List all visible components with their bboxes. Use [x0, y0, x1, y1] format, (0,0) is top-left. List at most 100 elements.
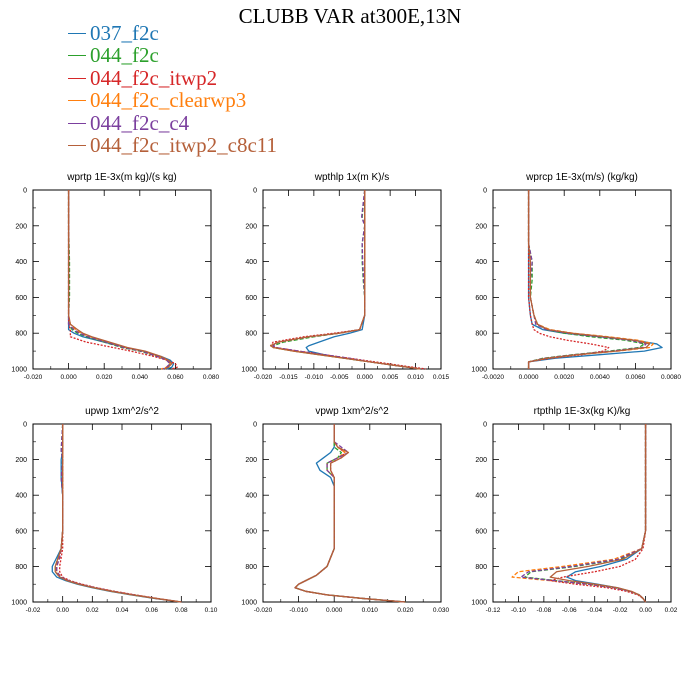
y-tick-label: 0: [483, 422, 487, 429]
series-line: [269, 190, 426, 370]
series-line: [294, 424, 406, 603]
panel-title: vpwp 1xm^2/s^2: [315, 406, 389, 417]
y-tick-label: 0: [23, 422, 27, 429]
y-tick-label: 1000: [241, 600, 257, 607]
chart-panel: vpwp 1xm^2/s^2 -0.020 -0.010 0.000 0.010 0.02…: [241, 406, 449, 614]
x-tick-label: 0.00: [639, 607, 652, 614]
y-tick-label: 1000: [471, 367, 487, 374]
y-tick-label: 600: [475, 528, 487, 535]
series-line: [566, 424, 647, 603]
x-tick-label: -0.08: [536, 607, 551, 614]
x-tick-label: 0.06: [145, 607, 158, 614]
chart-panel: rtpthlp 1E-3x(kg K)/kg -0.12 -0.10 -0.08 -0.…: [471, 406, 677, 614]
x-tick-label: -0.0020: [482, 374, 504, 381]
series-line: [67, 190, 171, 370]
y-tick-label: 600: [245, 295, 257, 302]
series-line: [520, 424, 647, 603]
y-tick-label: 600: [475, 295, 487, 302]
x-tick-label: 0.005: [382, 374, 399, 381]
panel-title: upwp 1xm^2/s^2: [85, 406, 159, 417]
series-line: [67, 190, 173, 370]
y-tick-label: 800: [15, 564, 27, 571]
panel-title: wprcp 1E-3x(m/s) (kg/kg): [525, 172, 638, 183]
x-tick-label: 0.030: [433, 607, 450, 614]
y-tick-label: 400: [475, 493, 487, 500]
series-line: [272, 189, 421, 370]
series-line: [294, 424, 406, 603]
y-tick-label: 0: [483, 188, 487, 195]
panel-frame: [492, 423, 672, 603]
legend-label: 044_f2c_c4: [90, 110, 190, 135]
y-tick-label: 200: [15, 223, 27, 230]
y-tick-label: 400: [245, 493, 257, 500]
series-line: [527, 190, 610, 369]
y-tick-label: 800: [245, 331, 257, 338]
x-tick-label: 0.0000: [519, 374, 539, 381]
x-tick-label: -0.010: [305, 374, 324, 381]
y-tick-label: 0: [253, 422, 257, 429]
x-tick-label: -0.02: [26, 607, 41, 614]
x-tick-label: 0.000: [60, 374, 77, 381]
x-tick-label: -0.010: [289, 607, 308, 614]
y-tick-label: 200: [15, 457, 27, 464]
y-tick-label: 0: [253, 188, 257, 195]
series-line: [294, 424, 406, 603]
panel-title: wprtp 1E-3x(m kg)/(s kg): [66, 172, 176, 183]
series-line: [527, 190, 645, 369]
series-line: [549, 424, 647, 603]
panel-title: wpthlp 1x(m K)/s: [314, 172, 389, 183]
series-line: [294, 424, 406, 603]
y-tick-label: 0: [23, 188, 27, 195]
x-tick-label: -0.10: [511, 607, 526, 614]
x-tick-label: -0.015: [279, 374, 298, 381]
y-tick-label: 200: [475, 223, 487, 230]
y-tick-label: 800: [475, 331, 487, 338]
legend-label: 044_f2c_itwp2_c8c11: [90, 132, 278, 157]
x-tick-label: 0.0080: [661, 374, 681, 381]
y-tick-label: 1000: [241, 367, 257, 374]
series-line: [524, 424, 647, 603]
y-tick-label: 200: [245, 223, 257, 230]
series-line: [51, 424, 182, 603]
y-tick-label: 200: [475, 457, 487, 464]
y-tick-label: 1000: [11, 367, 27, 374]
x-tick-label: 0.015: [433, 374, 450, 381]
y-tick-label: 400: [15, 493, 27, 500]
panel-frame: [32, 189, 212, 370]
x-tick-label: -0.06: [562, 607, 577, 614]
chart-panel: wpthlp 1x(m K)/s -0.020 -0.015 -0.010 -0.005…: [241, 172, 449, 381]
y-tick-label: 800: [15, 331, 27, 338]
legend-swatch: [68, 77, 86, 79]
chart-panel: wprtp 1E-3x(m kg)/(s kg) -0.020 0.000 0.020…: [11, 172, 219, 381]
x-tick-label: 0.040: [132, 374, 149, 381]
legend-label: 044_f2c_itwp2: [90, 65, 218, 90]
x-tick-label: 0.000: [326, 607, 343, 614]
legend-swatch: [68, 122, 86, 124]
x-tick-label: 0.010: [407, 374, 424, 381]
series-line: [54, 424, 182, 603]
series-line: [67, 190, 171, 370]
x-tick-label: -0.12: [486, 607, 501, 614]
x-tick-label: 0.04: [116, 607, 129, 614]
page-title: CLUBB VAR at300E,13N: [238, 4, 462, 28]
y-tick-label: 1000: [471, 600, 487, 607]
y-tick-label: 800: [475, 564, 487, 571]
series-line: [67, 190, 178, 370]
x-tick-label: 0.020: [96, 374, 113, 381]
x-tick-label: -0.020: [24, 374, 43, 381]
legend-swatch: [68, 33, 86, 34]
series-line: [272, 189, 421, 370]
series-line: [527, 190, 651, 369]
x-tick-label: 0.08: [175, 607, 188, 614]
legend-label: 044_f2c_clearwp3: [90, 88, 247, 113]
series-line: [511, 424, 647, 603]
x-tick-label: 0.0020: [554, 374, 574, 381]
x-tick-label: 0.00: [56, 607, 69, 614]
series-line: [549, 424, 647, 603]
x-tick-label: 0.0040: [590, 374, 610, 381]
series-line: [294, 424, 406, 603]
series-line: [56, 424, 182, 603]
y-tick-label: 600: [245, 528, 257, 535]
series-line: [294, 424, 406, 603]
y-tick-label: 400: [475, 259, 487, 266]
